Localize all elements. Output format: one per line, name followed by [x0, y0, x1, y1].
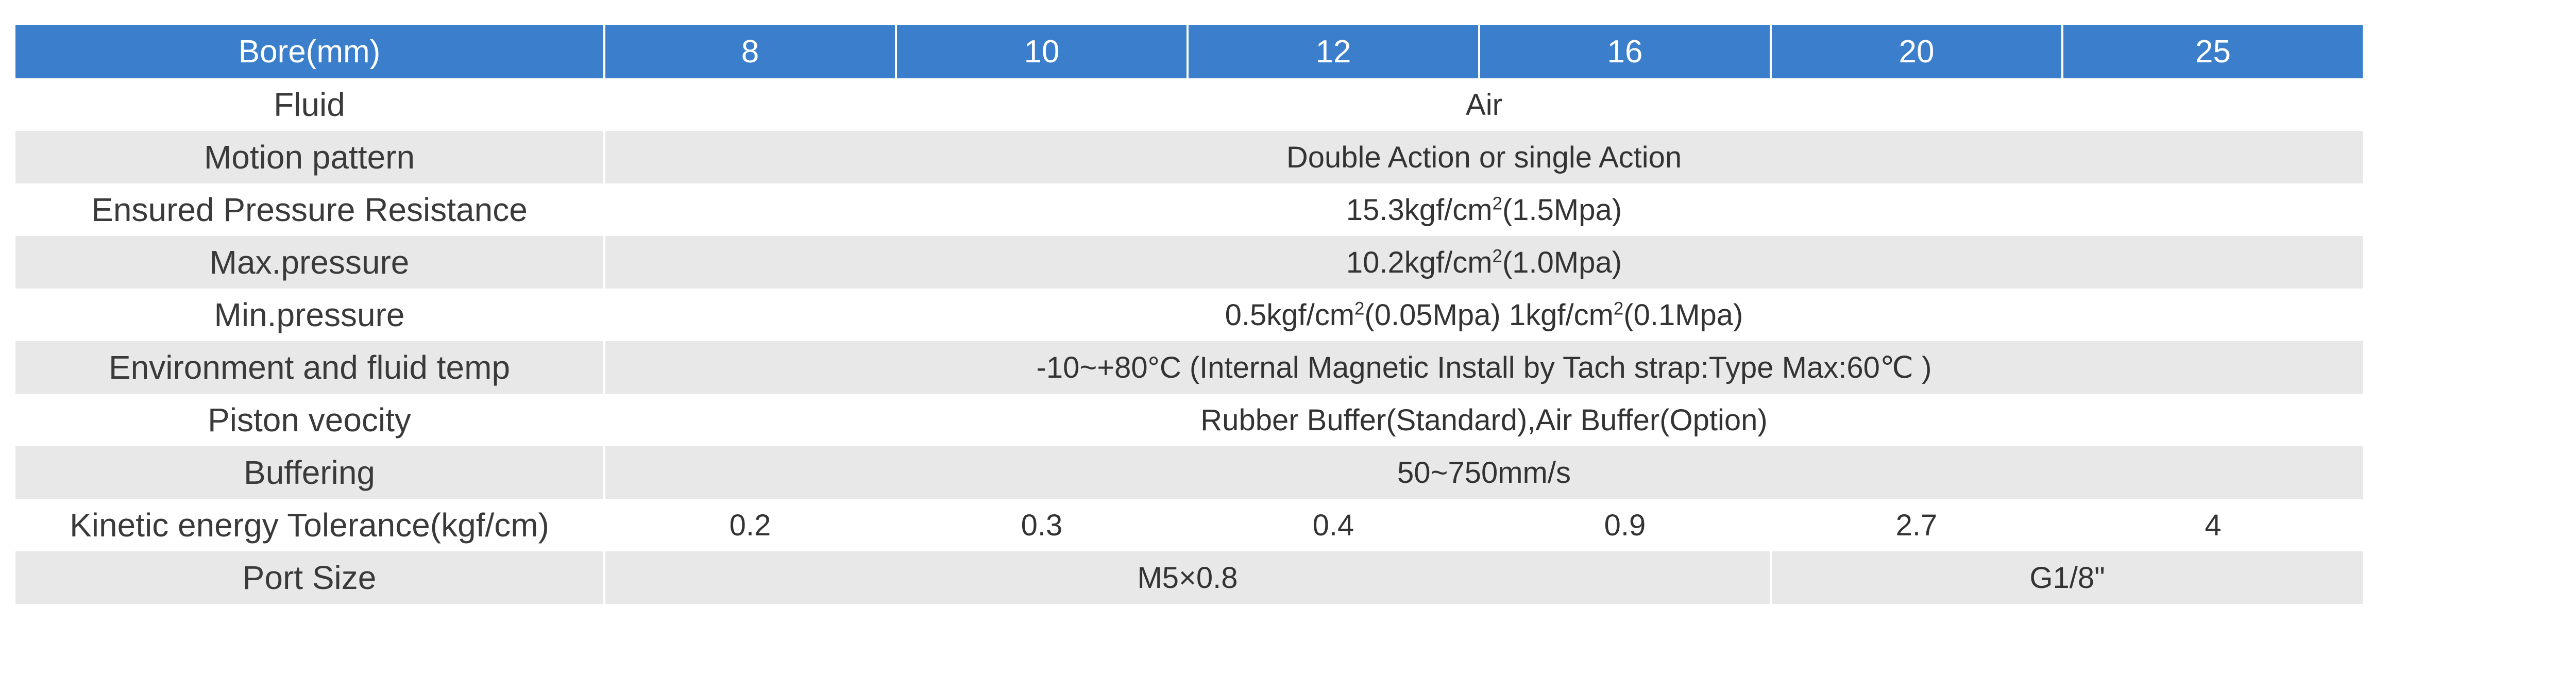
kinetic-20: 2.7 [1771, 499, 2063, 551]
header-row: Bore(mm) 8 10 12 16 20 25 [15, 25, 2363, 78]
piston-value: Rubber Buffer(Standard),Air Buffer(Optio… [1200, 403, 1768, 437]
bore-20: 20 [1771, 25, 2063, 78]
ensured-value-b: (1.5Mpa) [1502, 193, 1622, 227]
ensured-label: Ensured Pressure Resistance [15, 183, 605, 236]
port-label: Port Size [15, 551, 605, 604]
row-ensured-pressure: Ensured Pressure Resistance 15.3kgf/cm2(… [15, 183, 2363, 236]
minp-value-c: (0.1Mpa) [1623, 298, 1743, 332]
bore-12: 12 [1188, 25, 1480, 78]
buffering-value: 50~750mm/s [604, 446, 2363, 499]
kinetic-25: 4 [2205, 508, 2222, 542]
port-value-large: G1/8" [1771, 551, 2363, 604]
row-fluid: Fluid Air [15, 78, 2363, 131]
bore-16: 16 [1479, 25, 1772, 78]
minp-sup1: 2 [1354, 298, 1365, 319]
minp-value-a: 0.5kgf/cm [1225, 298, 1355, 332]
kinetic-8: 0.2 [604, 499, 897, 551]
maxp-value-b: (1.0Mpa) [1502, 245, 1622, 279]
maxp-sup: 2 [1492, 246, 1502, 266]
row-buffering: Buffering 50~750mm/s [15, 446, 2363, 499]
minp-value-b: (0.05Mpa) 1kgf/cm [1364, 298, 1614, 332]
piston-label: Piston veocity [15, 394, 605, 446]
kinetic-10: 0.3 [896, 499, 1189, 551]
kinetic-label: Kinetic energy Tolerance(kgf/cm) [15, 499, 605, 551]
kinetic-16: 0.9 [1479, 499, 1772, 551]
maxp-label: Max.pressure [15, 236, 605, 289]
row-env-temp: Environment and fluid temp -10~+80°C (In… [15, 341, 2363, 394]
ensured-value-a: 15.3kgf/cm [1346, 193, 1493, 227]
row-kinetic: Kinetic energy Tolerance(kgf/cm) 0.2 0.3… [15, 499, 2363, 551]
kinetic-12: 0.4 [1188, 499, 1480, 551]
row-piston: Piston veocity Rubber Buffer(Standard),A… [15, 394, 2363, 446]
motion-value: Double Action or single Action [604, 131, 2363, 183]
bore-8: 8 [604, 25, 897, 78]
row-max-pressure: Max.pressure 10.2kgf/cm2(1.0Mpa) [15, 236, 2363, 289]
fluid-label: Fluid [15, 78, 605, 131]
fluid-value: Air [1466, 88, 1502, 122]
env-label: Environment and fluid temp [15, 341, 605, 394]
env-value: -10~+80°C (Internal Magnetic Install by … [604, 341, 2363, 394]
row-min-pressure: Min.pressure 0.5kgf/cm2(0.05Mpa) 1kgf/cm… [15, 289, 2363, 341]
row-port-size: Port Size M5×0.8 G1/8" [15, 551, 2363, 604]
maxp-value-a: 10.2kgf/cm [1346, 245, 1493, 279]
minp-label: Min.pressure [15, 289, 605, 341]
spec-table: Bore(mm) 8 10 12 16 20 25 Fluid Air Moti… [15, 25, 2363, 604]
maxp-value: 10.2kgf/cm2(1.0Mpa) [604, 236, 2363, 289]
header-label: Bore(mm) [15, 25, 605, 78]
minp-value: 0.5kgf/cm2(0.05Mpa) 1kgf/cm2(0.1Mpa) [604, 289, 2363, 341]
motion-label: Motion pattern [15, 131, 605, 183]
row-motion: Motion pattern Double Action or single A… [15, 131, 2363, 183]
minp-sup2: 2 [1613, 298, 1624, 319]
buffering-label: Buffering [15, 446, 605, 499]
ensured-sup: 2 [1492, 193, 1502, 214]
bore-25: 25 [2062, 25, 2363, 78]
bore-10: 10 [896, 25, 1189, 78]
ensured-value: 15.3kgf/cm2(1.5Mpa) [604, 183, 2363, 236]
port-value-small: M5×0.8 [604, 551, 1772, 604]
